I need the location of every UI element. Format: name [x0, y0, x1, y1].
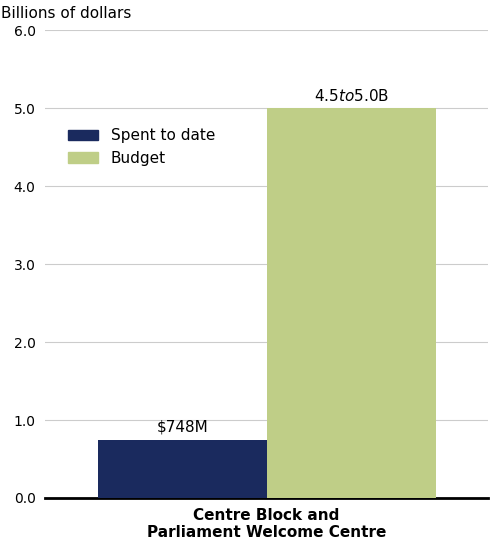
Text: Billions of dollars: Billions of dollars: [1, 6, 131, 21]
Text: $748M: $748M: [156, 420, 208, 435]
Bar: [267, 108, 436, 498]
Bar: [98, 440, 267, 498]
Text: $4.5 to $5.0B: $4.5 to $5.0B: [314, 88, 389, 103]
Legend: Spent to date, Budget: Spent to date, Budget: [62, 122, 221, 172]
